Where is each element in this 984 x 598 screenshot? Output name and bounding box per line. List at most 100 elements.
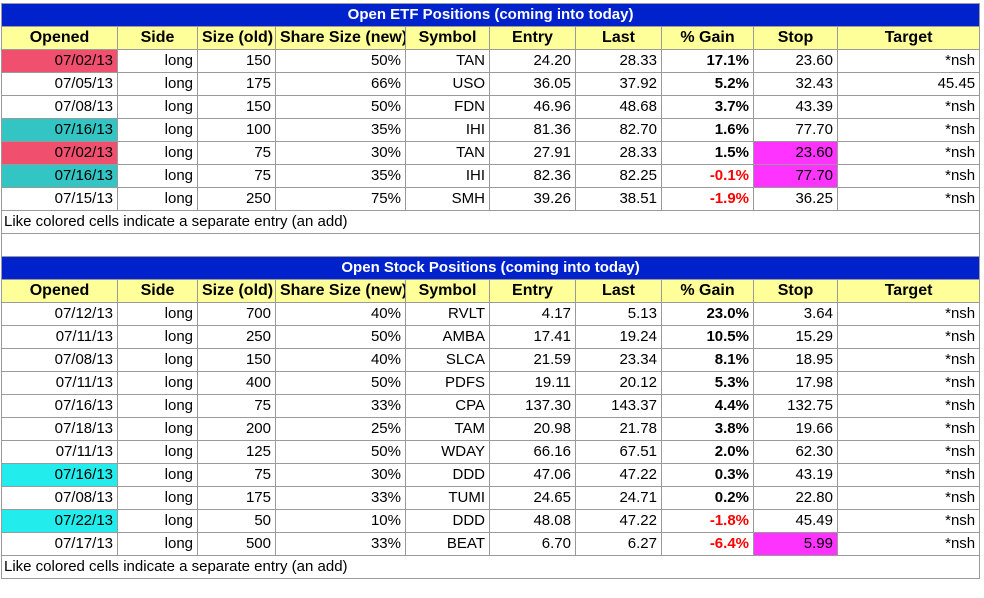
symbol-cell: DDD bbox=[405, 509, 490, 533]
symbol-cell: TAN bbox=[405, 141, 490, 165]
spacer-row bbox=[0, 233, 981, 257]
opened-cell: 07/16/13 bbox=[1, 118, 118, 142]
stop-cell: 32.43 bbox=[753, 72, 838, 96]
side-cell: long bbox=[117, 509, 198, 533]
stop-cell: 17.98 bbox=[753, 371, 838, 395]
etf-rows: 07/02/13 long 150 50% TAN 24.20 28.33 17.1% 23.6… bbox=[1, 49, 981, 211]
entry-cell: 39.26 bbox=[489, 187, 576, 211]
column-header: Symbol bbox=[405, 26, 490, 50]
column-header: Opened bbox=[1, 26, 118, 50]
symbol-cell: TAN bbox=[405, 49, 490, 73]
gain-cell: 17.1% bbox=[661, 49, 754, 73]
side-cell: long bbox=[117, 118, 198, 142]
table-row: 07/08/13 long 150 50% FDN 46.96 48.68 3.7% 43.39… bbox=[1, 95, 981, 119]
target-cell: *nsh bbox=[836, 532, 981, 556]
side-cell: long bbox=[117, 394, 198, 418]
opened-cell: 07/22/13 bbox=[1, 509, 118, 533]
symbol-cell: DDD bbox=[405, 463, 490, 487]
size-old-cell: 150 bbox=[197, 348, 276, 372]
last-cell: 23.34 bbox=[575, 348, 662, 372]
target-cell: *nsh bbox=[836, 302, 981, 326]
column-header: Stop bbox=[753, 26, 838, 50]
size-old-cell: 125 bbox=[197, 440, 276, 464]
target-cell: *nsh bbox=[836, 49, 981, 73]
share-size-cell: 75% bbox=[275, 187, 406, 211]
size-old-cell: 175 bbox=[197, 486, 276, 510]
share-size-cell: 10% bbox=[275, 509, 406, 533]
side-cell: long bbox=[117, 72, 198, 96]
side-cell: long bbox=[117, 49, 198, 73]
share-size-cell: 33% bbox=[275, 486, 406, 510]
table-row: 07/08/13 long 150 40% SLCA 21.59 23.34 8.1% 18.9… bbox=[1, 348, 981, 372]
entry-cell: 17.41 bbox=[489, 325, 576, 349]
column-header: Entry bbox=[489, 279, 576, 303]
stock-footer: Like colored cells indicate a separate e… bbox=[0, 555, 981, 579]
stop-cell: 18.95 bbox=[753, 348, 838, 372]
last-cell: 143.37 bbox=[575, 394, 662, 418]
symbol-cell: CPA bbox=[405, 394, 490, 418]
symbol-cell: IHI bbox=[405, 164, 490, 188]
size-old-cell: 150 bbox=[197, 49, 276, 73]
side-cell: long bbox=[117, 486, 198, 510]
size-old-cell: 700 bbox=[197, 302, 276, 326]
table-row: 07/22/13 long 50 10% DDD 48.08 47.22 -1.8% 45.49… bbox=[1, 509, 981, 533]
table-row: 07/11/13 long 125 50% WDAY 66.16 67.51 2.0% 62.3… bbox=[1, 440, 981, 464]
table-row: 07/02/13 long 75 30% TAN 27.91 28.33 1.5% 23.60 *… bbox=[1, 141, 981, 165]
last-cell: 19.24 bbox=[575, 325, 662, 349]
target-cell: *nsh bbox=[836, 118, 981, 142]
column-header: Side bbox=[117, 26, 198, 50]
opened-cell: 07/15/13 bbox=[1, 187, 118, 211]
side-cell: long bbox=[117, 371, 198, 395]
side-cell: long bbox=[117, 325, 198, 349]
etf-section: Open ETF Positions (coming into today) O… bbox=[0, 3, 981, 50]
target-cell: *nsh bbox=[836, 95, 981, 119]
share-size-cell: 50% bbox=[275, 371, 406, 395]
stop-cell: 23.60 bbox=[753, 141, 838, 165]
side-cell: long bbox=[117, 532, 198, 556]
table-row: 07/02/13 long 150 50% TAN 24.20 28.33 17.1% 23.6… bbox=[1, 49, 981, 73]
column-header: % Gain bbox=[661, 26, 754, 50]
symbol-cell: SMH bbox=[405, 187, 490, 211]
size-old-cell: 50 bbox=[197, 509, 276, 533]
stock-title: Open Stock Positions (coming into today) bbox=[0, 256, 981, 280]
share-size-cell: 50% bbox=[275, 325, 406, 349]
stock-note: Like colored cells indicate a separate e… bbox=[0, 555, 981, 579]
table-row: 07/16/13 long 75 35% IHI 82.36 82.25 -0.1% 77.70… bbox=[1, 164, 981, 188]
opened-cell: 07/08/13 bbox=[1, 348, 118, 372]
share-size-cell: 66% bbox=[275, 72, 406, 96]
table-row: 07/16/13 long 100 35% IHI 81.36 82.70 1.6% 77.70… bbox=[1, 118, 981, 142]
last-cell: 24.71 bbox=[575, 486, 662, 510]
gain-cell: 3.7% bbox=[661, 95, 754, 119]
gain-cell: 10.5% bbox=[661, 325, 754, 349]
share-size-cell: 40% bbox=[275, 302, 406, 326]
gain-cell: -6.4% bbox=[661, 532, 754, 556]
opened-cell: 07/05/13 bbox=[1, 72, 118, 96]
stop-cell: 43.39 bbox=[753, 95, 838, 119]
symbol-cell: SLCA bbox=[405, 348, 490, 372]
side-cell: long bbox=[117, 302, 198, 326]
size-old-cell: 250 bbox=[197, 325, 276, 349]
column-header: Share Size (new) bbox=[275, 279, 406, 303]
share-size-cell: 35% bbox=[275, 164, 406, 188]
etf-note: Like colored cells indicate a separate e… bbox=[0, 210, 981, 234]
share-size-cell: 30% bbox=[275, 141, 406, 165]
last-cell: 48.68 bbox=[575, 95, 662, 119]
opened-cell: 07/11/13 bbox=[1, 440, 118, 464]
table-row: 07/11/13 long 400 50% PDFS 19.11 20.12 5.3% 17.9… bbox=[1, 371, 981, 395]
column-header: Last bbox=[575, 26, 662, 50]
gain-cell: 1.5% bbox=[661, 141, 754, 165]
share-size-cell: 35% bbox=[275, 118, 406, 142]
opened-cell: 07/11/13 bbox=[1, 371, 118, 395]
size-old-cell: 75 bbox=[197, 394, 276, 418]
column-header: Size (old) bbox=[197, 26, 276, 50]
column-header: Share Size (new) bbox=[275, 26, 406, 50]
target-cell: *nsh bbox=[836, 463, 981, 487]
stop-cell: 43.19 bbox=[753, 463, 838, 487]
size-old-cell: 200 bbox=[197, 417, 276, 441]
gain-cell: 5.2% bbox=[661, 72, 754, 96]
size-old-cell: 150 bbox=[197, 95, 276, 119]
column-header: % Gain bbox=[661, 279, 754, 303]
symbol-cell: WDAY bbox=[405, 440, 490, 464]
entry-cell: 19.11 bbox=[489, 371, 576, 395]
share-size-cell: 33% bbox=[275, 532, 406, 556]
